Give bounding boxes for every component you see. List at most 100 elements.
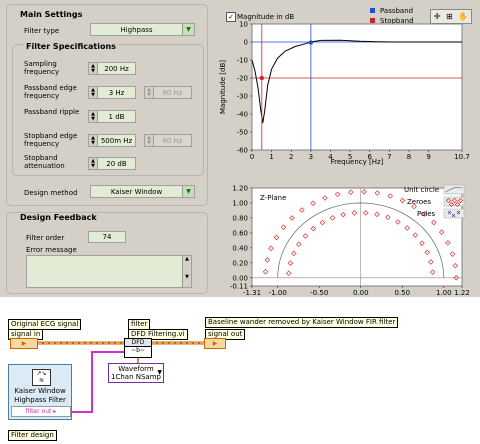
waveform-type-constant[interactable]: Waveform 1Chan NSamp ▼	[108, 363, 164, 383]
original-ecg-label: Original ECG signal	[8, 319, 82, 330]
x-tick-label: 8	[407, 153, 411, 161]
legend-zeroes-label: Zeroes	[407, 198, 431, 206]
signal-out-terminal[interactable]: ▶	[204, 338, 226, 349]
y-tick-label: 0.60	[232, 229, 248, 237]
magnitude-plot: 10 0 -10 -20 -30 -40 -50 -60 0 1 2 3 4 5 6 7 8 9 10.7 Mag…	[219, 21, 470, 167]
zero-marker	[289, 215, 295, 221]
y-tick-label: -60	[237, 147, 248, 155]
x-tick-label: 4	[328, 153, 333, 161]
kaiser-express-vi[interactable]: ↗↘ ≋ Kaiser Window Highpass Filter filter…	[8, 364, 72, 420]
x-axis-label: Frequency [Hz]	[331, 158, 384, 166]
waveform-line-1: Waveform	[118, 365, 154, 373]
magnitude-db-checkbox[interactable]: ✓	[226, 12, 236, 22]
passband-ripple-label: Passband ripple	[24, 108, 80, 116]
y-tick-label: 1.00	[232, 199, 248, 207]
zero-marker	[302, 233, 309, 239]
increment-arrows-icon[interactable]: ▲ ▼	[145, 87, 154, 98]
legend-unit-circle-label: Unit circle	[404, 186, 439, 194]
chevron-down-icon: ▼	[182, 186, 194, 197]
x-tick-label: 0.50	[394, 289, 410, 296]
passband-ripple-control[interactable]: ▲ ▼ 1 dB	[88, 110, 136, 123]
zero-marker	[310, 225, 317, 232]
filter-type-label: Filter type	[24, 27, 60, 35]
zero-marker	[449, 251, 456, 257]
zero-marker	[329, 215, 336, 221]
dfd-filtering-label: DFD Filtering.vi	[128, 329, 188, 340]
increment-arrows-icon[interactable]: ▲ ▼	[89, 63, 98, 74]
increment-arrows-icon[interactable]: ▲ ▼	[145, 135, 154, 146]
zero-marker	[411, 203, 417, 210]
chevron-down-icon: ▼	[182, 24, 194, 35]
legend-poles-label: Poles	[417, 210, 436, 218]
magnitude-graph: ✓ Magnitude in dB Passband Stopband ✛ ⊞ …	[212, 4, 476, 176]
design-method-select[interactable]: Kaiser Window ▼	[90, 185, 195, 198]
zero-marker	[421, 211, 428, 217]
zero-marker	[399, 197, 406, 204]
filter-type-select[interactable]: Highpass ▼	[90, 23, 195, 36]
x-tick-label: 1.22	[454, 289, 470, 296]
legend-zeroes-markers	[445, 197, 464, 208]
crosshair-icon[interactable]: ✛	[433, 12, 441, 21]
stopband-edge-control-2[interactable]: ▲ ▼ 60 Hz	[144, 134, 192, 147]
x-tick-label: 3	[309, 153, 313, 161]
zero-marker	[340, 211, 347, 218]
legend-unit-circle-swatch	[443, 184, 465, 195]
zplane-graph: 1.20 1.00 0.80 0.60 0.40 0.20 0.00 -0.11 -1.31-…	[212, 180, 476, 296]
zero-marker	[395, 219, 401, 225]
zero-marker	[322, 195, 328, 201]
filter-cluster-wire	[72, 351, 124, 413]
y-tick-label: -20	[237, 75, 248, 83]
increment-arrows-icon[interactable]: ▲ ▼	[89, 111, 98, 122]
zero-marker	[361, 189, 367, 195]
zero-marker	[268, 245, 274, 252]
sampling-frequency-control[interactable]: ▲ ▼ 200 Hz	[88, 62, 136, 75]
increment-arrows-icon[interactable]: ▲ ▼	[89, 158, 98, 169]
legend-poles-markers	[447, 210, 461, 218]
zero-marker	[262, 269, 269, 275]
hand-icon[interactable]: ✋	[458, 12, 469, 21]
zplane-title: Z-Plane	[260, 194, 286, 202]
x-tick-label: 6	[368, 153, 373, 161]
zero-marker	[363, 210, 369, 216]
scrollbar[interactable]: ▲ ▼	[182, 256, 191, 287]
filter-type-value: Highpass	[120, 25, 153, 34]
dfd-filtering-vi[interactable]: DFD ~b~	[124, 338, 152, 358]
zero-marker	[291, 250, 297, 257]
stopband-edge-control[interactable]: ▲ ▼ 500m Hz	[88, 134, 136, 147]
signal-in-terminal[interactable]: ▶	[10, 338, 38, 349]
graph-palette[interactable]: ✛ ⊞ ✋	[430, 9, 472, 24]
chevron-down-icon: ▼	[157, 369, 162, 376]
legend-unit-circle-line	[445, 187, 463, 193]
x-tick-label: 7	[387, 153, 391, 161]
stopband-attenuation-control[interactable]: ▲ ▼ 20 dB	[88, 157, 136, 170]
passband-ripple-value: 1 dB	[108, 112, 125, 121]
y-tick-label: -40	[237, 111, 248, 119]
legend-passband-swatch	[370, 8, 375, 13]
increment-arrows-icon[interactable]: ▲ ▼	[89, 135, 98, 146]
sampling-frequency-label: Sampling frequency	[24, 60, 60, 76]
filter-icon: ~b~	[131, 347, 145, 354]
stopband-attenuation-value: 20 dB	[106, 159, 127, 168]
error-message-box: ▲ ▼	[26, 255, 192, 288]
response-line	[251, 39, 462, 124]
express-output-terminal[interactable]: filter out ▸	[11, 406, 71, 417]
y-axis-label: Magnitude [dB]	[219, 60, 227, 114]
x-tick-label: 10.7	[454, 153, 470, 161]
zero-marker	[347, 189, 354, 195]
stopband-attenuation-label: Stopband attenuation	[24, 154, 65, 170]
x-tick-label: 2	[289, 153, 293, 161]
zero-marker	[438, 229, 445, 235]
zero-marker	[387, 193, 393, 199]
increment-arrows-icon[interactable]: ▲ ▼	[89, 87, 98, 98]
y-tick-label: 0.40	[232, 244, 248, 252]
y-tick-label: -50	[237, 129, 248, 137]
zero-marker	[334, 191, 341, 198]
magnitude-db-label: Magnitude in dB	[237, 13, 295, 21]
x-tick-label: 0.00	[353, 289, 369, 296]
passband-edge-control[interactable]: ▲ ▼ 3 Hz	[88, 86, 136, 99]
zoom-icon[interactable]: ⊞	[446, 12, 453, 21]
zero-marker	[452, 263, 459, 269]
waveform-line-2: 1Chan NSamp	[111, 373, 161, 381]
x-tick-label: -0.50	[310, 289, 328, 296]
passband-edge-control-2[interactable]: ▲ ▼ 80 Hz	[144, 86, 192, 99]
